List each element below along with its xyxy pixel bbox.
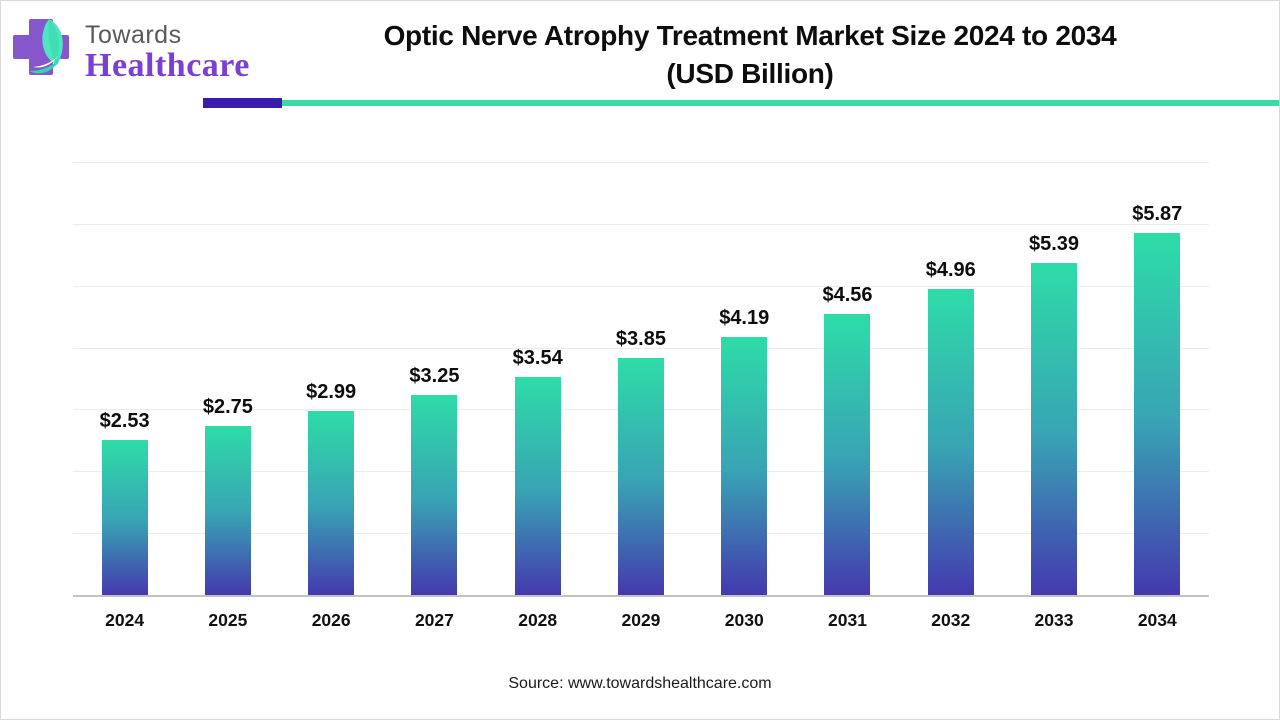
bar-value-label-2033: $5.39 <box>1028 232 1080 255</box>
divider-purple-segment <box>203 98 282 108</box>
x-axis-label-2026: 2026 <box>311 610 351 630</box>
bar-slot-2033: $5.39 <box>1002 163 1105 596</box>
x-axis-label-2033: 2033 <box>1034 610 1074 630</box>
chart-title-line1: Optic Nerve Atrophy Treatment Market Siz… <box>383 20 1117 51</box>
bar-2033 <box>1031 262 1078 596</box>
towards-healthcare-logo: Towards Healthcare <box>9 13 250 89</box>
bar-value-label-2025: $2.75 <box>202 395 253 418</box>
x-axis-label-2031: 2031 <box>828 610 867 630</box>
bar-slot-2029: $3.85 <box>589 163 692 596</box>
bar-value-label-2028: $3.54 <box>512 347 563 370</box>
bar-slot-2028: $3.54 <box>486 163 589 596</box>
bar-2025 <box>204 425 251 596</box>
bar-slot-2025: $2.75 <box>176 163 279 596</box>
bar-value-label-2030: $4.19 <box>719 306 770 329</box>
bar-slot-2024: $2.53 <box>73 163 176 596</box>
gridline-7 <box>73 162 1209 163</box>
bar-value-label-2027: $3.25 <box>409 364 460 387</box>
logo-healthcare-text: Healthcare <box>85 47 250 84</box>
header-divider <box>203 98 1279 108</box>
x-axis-label-2029: 2029 <box>621 610 661 630</box>
bar-chart-plot-area: $2.53 $2.75 $2.99 $3.25 $3.54 $3.85 $4.19 $4.56… <box>73 162 1209 596</box>
chart-title: Optic Nerve Atrophy Treatment Market Siz… <box>281 17 1219 93</box>
bar-series: $2.53 $2.75 $2.99 $3.25 $3.54 $3.85 $4.19 $4.56… <box>73 163 1209 596</box>
bar-slot-2030: $4.19 <box>693 163 796 596</box>
bar-value-label-2026: $2.99 <box>306 381 357 404</box>
bar-2026 <box>308 411 355 596</box>
x-axis-label-2034: 2034 <box>1137 610 1177 630</box>
bar-slot-2027: $3.25 <box>383 163 486 596</box>
x-axis-label-2032: 2032 <box>931 610 971 630</box>
x-axis-line <box>73 595 1209 597</box>
bar-slot-2026: $2.99 <box>280 163 383 596</box>
x-axis-label-2027: 2027 <box>414 610 454 630</box>
bar-value-label-2031: $4.56 <box>822 283 873 306</box>
bar-2030 <box>721 336 768 596</box>
bar-2029 <box>617 357 664 596</box>
x-axis-label-2030: 2030 <box>724 610 764 630</box>
logo-wordmark: Towards Healthcare <box>85 21 250 83</box>
bar-value-label-2032: $4.96 <box>925 259 976 282</box>
gridline-5 <box>73 285 1209 287</box>
bar-value-label-2024: $2.53 <box>99 409 150 432</box>
bar-2032 <box>927 289 974 596</box>
bar-2034 <box>1134 232 1181 596</box>
bar-2031 <box>824 313 871 596</box>
bar-2028 <box>514 377 561 596</box>
divider-teal-segment <box>282 100 1279 106</box>
logo-towards-text: Towards <box>85 21 182 49</box>
bar-2024 <box>101 439 148 596</box>
bar-2027 <box>411 394 458 596</box>
bar-slot-2032: $4.96 <box>899 163 1002 596</box>
medical-cross-leaf-icon <box>13 19 69 75</box>
source-caption: Source: www.towardshealthcare.com <box>508 675 772 692</box>
x-axis-labels: 2024 2025 2026 2027 2028 2029 2030 2031 2032 2033… <box>73 610 1209 631</box>
gridline-4 <box>73 347 1209 349</box>
x-axis-label-2025: 2025 <box>208 610 248 630</box>
bar-value-label-2034: $5.87 <box>1132 202 1183 225</box>
chart-title-line2: (USD Billion) <box>666 58 834 89</box>
x-axis-label-2028: 2028 <box>518 610 558 630</box>
bar-slot-2031: $4.56 <box>796 163 899 596</box>
bar-value-label-2029: $3.85 <box>615 327 666 350</box>
x-axis-label-2024: 2024 <box>105 610 145 630</box>
bar-slot-2034: $5.87 <box>1106 163 1209 596</box>
gridline-6 <box>73 223 1209 225</box>
